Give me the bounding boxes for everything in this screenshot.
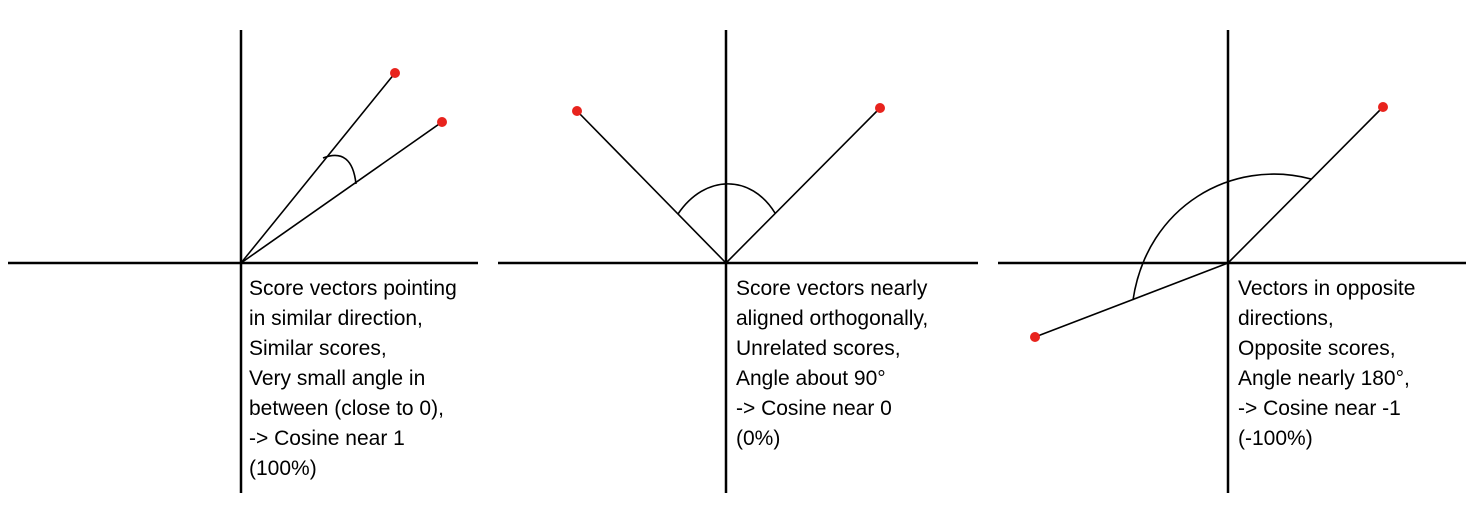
vector-a [576, 110, 727, 264]
vector-b [240, 121, 443, 264]
caption-line: Angle about 90° [736, 367, 886, 390]
panel-similar [8, 30, 478, 493]
caption-orthogonal: Score vectors nearly aligned orthogonall… [736, 274, 928, 454]
angle-arc [1132, 173, 1312, 301]
vector-b-endpoint [437, 117, 447, 127]
caption-line: Score vectors nearly [736, 277, 928, 300]
angle-arc [677, 183, 776, 215]
vector-b-endpoint [875, 103, 885, 113]
caption-line: Vectors in opposite [1238, 277, 1416, 300]
vector-b [725, 107, 881, 264]
caption-line: -> Cosine near 0 [736, 397, 892, 420]
caption-line: Very small angle in [249, 367, 426, 390]
vector-b-endpoint [1378, 102, 1388, 112]
caption-line: (-100%) [1238, 427, 1313, 450]
caption-line: Angle nearly 180°, [1238, 367, 1410, 390]
caption-line: Unrelated scores, [736, 337, 901, 360]
caption-line: -> Cosine near 1 [249, 427, 405, 450]
vector-a-endpoint [390, 68, 400, 78]
caption-line: (0%) [736, 427, 781, 450]
vector-a-endpoint [572, 106, 582, 116]
caption-line: directions, [1238, 307, 1334, 330]
vector-a [1034, 262, 1229, 338]
caption-line: -> Cosine near -1 [1238, 397, 1401, 420]
caption-line: in similar direction, [249, 307, 423, 330]
caption-line: aligned orthogonally, [736, 307, 929, 330]
vector-a-endpoint [1030, 332, 1040, 342]
caption-similar: Score vectors pointing in similar direct… [249, 274, 457, 484]
panel-orthogonal [498, 30, 978, 493]
caption-line: Similar scores, [249, 337, 387, 360]
vector-a [240, 72, 396, 264]
caption-line: between (close to 0), [249, 397, 444, 420]
panel-opposite [998, 30, 1466, 493]
caption-line: (100%) [249, 457, 317, 480]
caption-line: Opposite scores, [1238, 337, 1396, 360]
caption-line: Score vectors pointing [249, 277, 457, 300]
caption-opposite: Vectors in opposite directions, Opposite… [1238, 274, 1415, 454]
vector-b [1227, 106, 1384, 264]
angle-arc [322, 154, 357, 185]
